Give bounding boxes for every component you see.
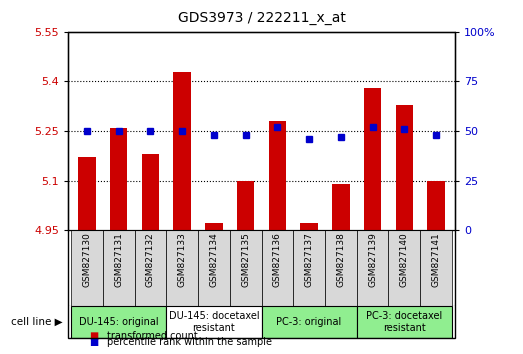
Bar — [103, 230, 134, 306]
Bar — [78, 158, 96, 230]
Bar — [230, 230, 262, 306]
Text: PC-3: docetaxel
resistant: PC-3: docetaxel resistant — [366, 311, 442, 333]
Bar — [205, 223, 223, 230]
Text: GSM827135: GSM827135 — [241, 232, 250, 287]
Bar — [134, 230, 166, 306]
Bar — [262, 306, 357, 338]
Text: ■: ■ — [89, 331, 98, 341]
Text: GSM827133: GSM827133 — [178, 232, 187, 287]
Text: GSM827131: GSM827131 — [114, 232, 123, 287]
Bar — [166, 230, 198, 306]
Text: GSM827137: GSM827137 — [304, 232, 314, 287]
Bar — [395, 104, 413, 230]
Bar — [427, 181, 445, 230]
Text: percentile rank within the sample: percentile rank within the sample — [107, 337, 272, 347]
Bar — [262, 230, 293, 306]
Text: GSM827132: GSM827132 — [146, 232, 155, 287]
Bar — [142, 154, 159, 230]
Bar — [325, 230, 357, 306]
Bar — [357, 230, 389, 306]
Bar — [332, 184, 349, 230]
Text: ■: ■ — [89, 337, 98, 347]
Bar — [110, 128, 128, 230]
Bar — [300, 223, 318, 230]
Text: GSM827130: GSM827130 — [83, 232, 92, 287]
Bar — [389, 230, 420, 306]
Text: GSM827139: GSM827139 — [368, 232, 377, 287]
Text: GSM827141: GSM827141 — [431, 232, 440, 287]
Bar — [293, 230, 325, 306]
Bar — [237, 181, 254, 230]
Text: cell line ▶: cell line ▶ — [11, 317, 63, 327]
Text: GSM827140: GSM827140 — [400, 232, 409, 287]
Bar — [357, 306, 452, 338]
Text: DU-145: docetaxel
resistant: DU-145: docetaxel resistant — [168, 311, 259, 333]
Bar — [269, 121, 286, 230]
Text: GSM827136: GSM827136 — [273, 232, 282, 287]
Text: GSM827138: GSM827138 — [336, 232, 345, 287]
Bar — [420, 230, 452, 306]
Bar — [71, 230, 103, 306]
Bar — [174, 72, 191, 230]
Bar — [364, 88, 381, 230]
Text: DU-145: original: DU-145: original — [79, 317, 158, 327]
Text: PC-3: original: PC-3: original — [277, 317, 342, 327]
Bar — [198, 230, 230, 306]
Bar — [71, 306, 166, 338]
Bar — [166, 306, 262, 338]
Text: transformed count: transformed count — [107, 331, 198, 341]
Text: GDS3973 / 222211_x_at: GDS3973 / 222211_x_at — [178, 11, 345, 25]
Text: GSM827134: GSM827134 — [209, 232, 219, 287]
